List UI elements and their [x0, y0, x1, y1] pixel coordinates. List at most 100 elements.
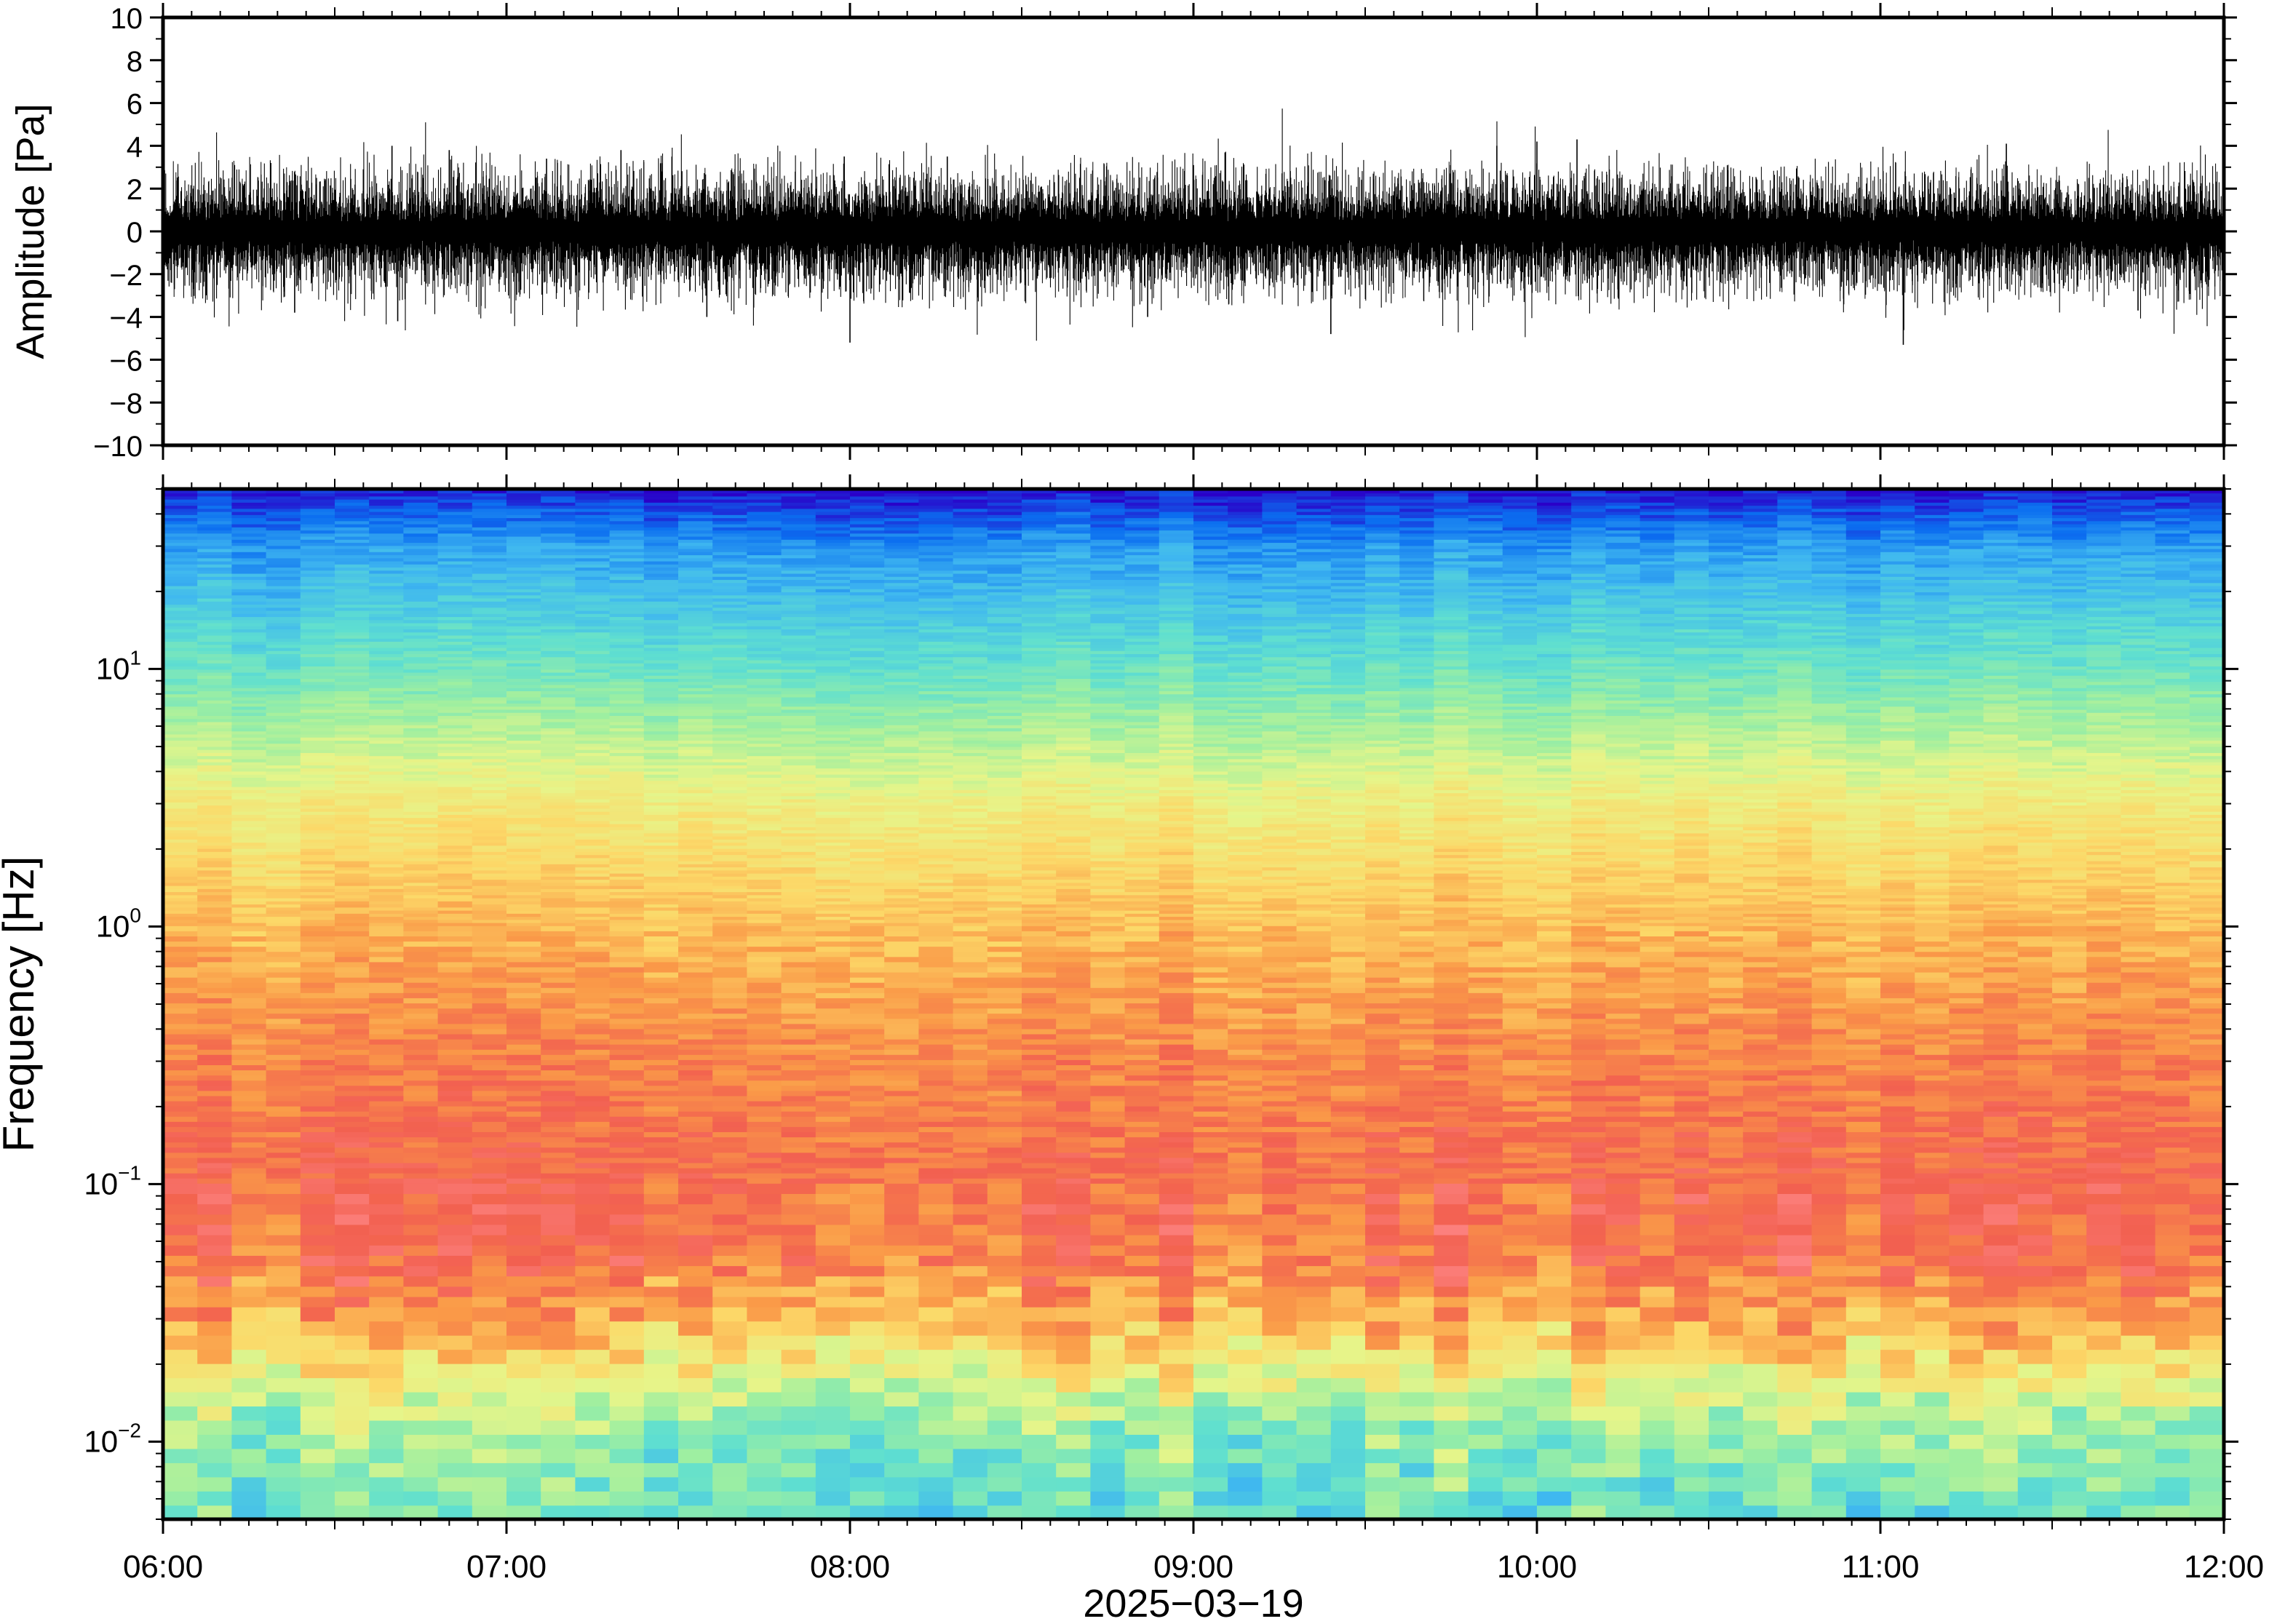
spectrogram-cell: [300, 1100, 335, 1107]
spectrogram-cell: [231, 1013, 267, 1019]
spectrogram-cell: [369, 517, 405, 522]
spectrogram-cell: [335, 998, 370, 1004]
spectrogram-cell: [506, 795, 541, 800]
spectrogram-cell: [197, 752, 233, 757]
spectrogram-cell: [335, 1462, 370, 1478]
spectrogram-cell: [712, 1142, 748, 1148]
spectrogram-cell: [197, 736, 233, 741]
spectrogram-cell: [437, 783, 473, 787]
spectrogram-cell: [472, 731, 507, 735]
spectrogram-cell: [678, 879, 713, 883]
spectrogram-cell: [609, 557, 645, 562]
spectrogram-cell: [300, 1054, 335, 1060]
spectrogram-cell: [541, 684, 576, 688]
spectrogram-cell: [300, 1080, 335, 1086]
spectrogram-cell: [231, 1406, 267, 1421]
spectrogram-cell: [815, 956, 851, 963]
spectrogram-cell: [575, 514, 611, 519]
spectrogram-cell: [575, 490, 611, 494]
spectrogram-cell: [231, 783, 267, 787]
spectrogram-cell: [575, 539, 611, 544]
spectrogram-cell: [643, 864, 679, 868]
spectrogram-cell: [678, 533, 713, 537]
spectrogram-cell: [609, 922, 645, 926]
spectrogram-cell: [403, 1321, 439, 1336]
spectrogram-cell: [884, 1115, 920, 1122]
spectrogram-cell: [678, 1296, 713, 1307]
spectrogram-cell: [300, 956, 335, 963]
spectrogram-cell: [231, 882, 267, 886]
spectrogram-cell: [575, 805, 611, 809]
spectrogram-cell: [541, 1131, 576, 1138]
spectrogram-cell: [884, 1142, 920, 1148]
spectrogram-cell: [335, 897, 370, 901]
spectrogram-cell: [678, 743, 713, 747]
spectrogram-cell: [609, 909, 645, 914]
spectrogram-cell: [643, 1075, 679, 1081]
spectrogram-cell: [712, 1115, 748, 1122]
spectrogram-cell: [403, 786, 439, 790]
spectrogram-cell: [815, 1193, 851, 1205]
spectrogram-cell: [231, 845, 267, 849]
spectrogram-cell: [575, 817, 611, 821]
spectrogram-cell: [506, 548, 541, 552]
spectrogram-cell: [472, 882, 507, 886]
spectrogram-cell: [231, 976, 267, 983]
spectrogram-cell: [266, 647, 301, 651]
spectrogram-cell: [541, 607, 576, 611]
spectrogram-cell: [643, 1033, 679, 1040]
spectrogram-cell: [609, 904, 645, 908]
spectrogram-cell: [403, 527, 439, 531]
spectrogram-cell: [609, 1406, 645, 1421]
spectrogram-cell: [575, 879, 611, 883]
spectrogram-cell: [197, 758, 233, 763]
spectrogram-cell: [437, 576, 473, 581]
spectrogram-cell: [506, 1275, 541, 1287]
spectrogram-cell: [678, 1131, 713, 1138]
spectrogram-cell: [231, 557, 267, 562]
spectrogram-cell: [541, 835, 576, 840]
spectrogram-cell: [437, 768, 473, 772]
spectrogram-cell: [300, 533, 335, 537]
spectrogram-cell: [472, 699, 507, 704]
spectrogram-cell: [472, 829, 507, 834]
spectrogram-cell: [403, 832, 439, 837]
spectrogram-cell: [541, 1363, 576, 1379]
spectrogram-cell: [369, 1244, 405, 1256]
spectrogram-cell: [747, 1224, 782, 1235]
spectrogram-cell: [369, 913, 405, 918]
spectrogram-cell: [369, 634, 405, 639]
spectrogram-cell: [643, 1152, 679, 1158]
spectrogram-cell: [850, 1349, 885, 1364]
spectrogram-cell: [712, 805, 748, 809]
spectrogram-cell: [643, 629, 679, 633]
spectrogram-cell: [712, 687, 748, 691]
spectrogram-cell: [231, 545, 267, 549]
spectrogram-cell: [506, 1476, 541, 1492]
spectrogram-cell: [369, 539, 405, 544]
spectrogram-cell: [300, 1275, 335, 1287]
spectrogram-cell: [884, 1028, 920, 1035]
spectrogram-cell: [335, 867, 370, 871]
spectrogram-cell: [643, 773, 679, 778]
spectrogram-cell: [300, 783, 335, 787]
spectrogram-cell: [678, 897, 713, 901]
spectrogram-cell: [643, 936, 679, 942]
spectrogram-cell: [266, 536, 301, 540]
spectrogram-cell: [197, 832, 233, 837]
spectrogram-cell: [163, 998, 198, 1004]
spectrogram-cell: [335, 827, 370, 831]
spectrogram-cell: [884, 1275, 920, 1287]
spectrogram-cell: [815, 1028, 851, 1035]
spectrogram-cell: [712, 1334, 748, 1350]
spectrogram-cell: [472, 876, 507, 880]
spectrogram-cell: [437, 684, 473, 688]
spectrogram-cell: [678, 610, 713, 614]
spectrogram-cell: [712, 814, 748, 819]
spectrogram-cell: [163, 891, 198, 896]
spectrogram-cell: [506, 1013, 541, 1019]
spectrogram-cell: [643, 637, 679, 642]
spectrogram-cell: [609, 1054, 645, 1060]
spectrogram-cell: [231, 1462, 267, 1478]
spectrogram-cell: [575, 1147, 611, 1153]
